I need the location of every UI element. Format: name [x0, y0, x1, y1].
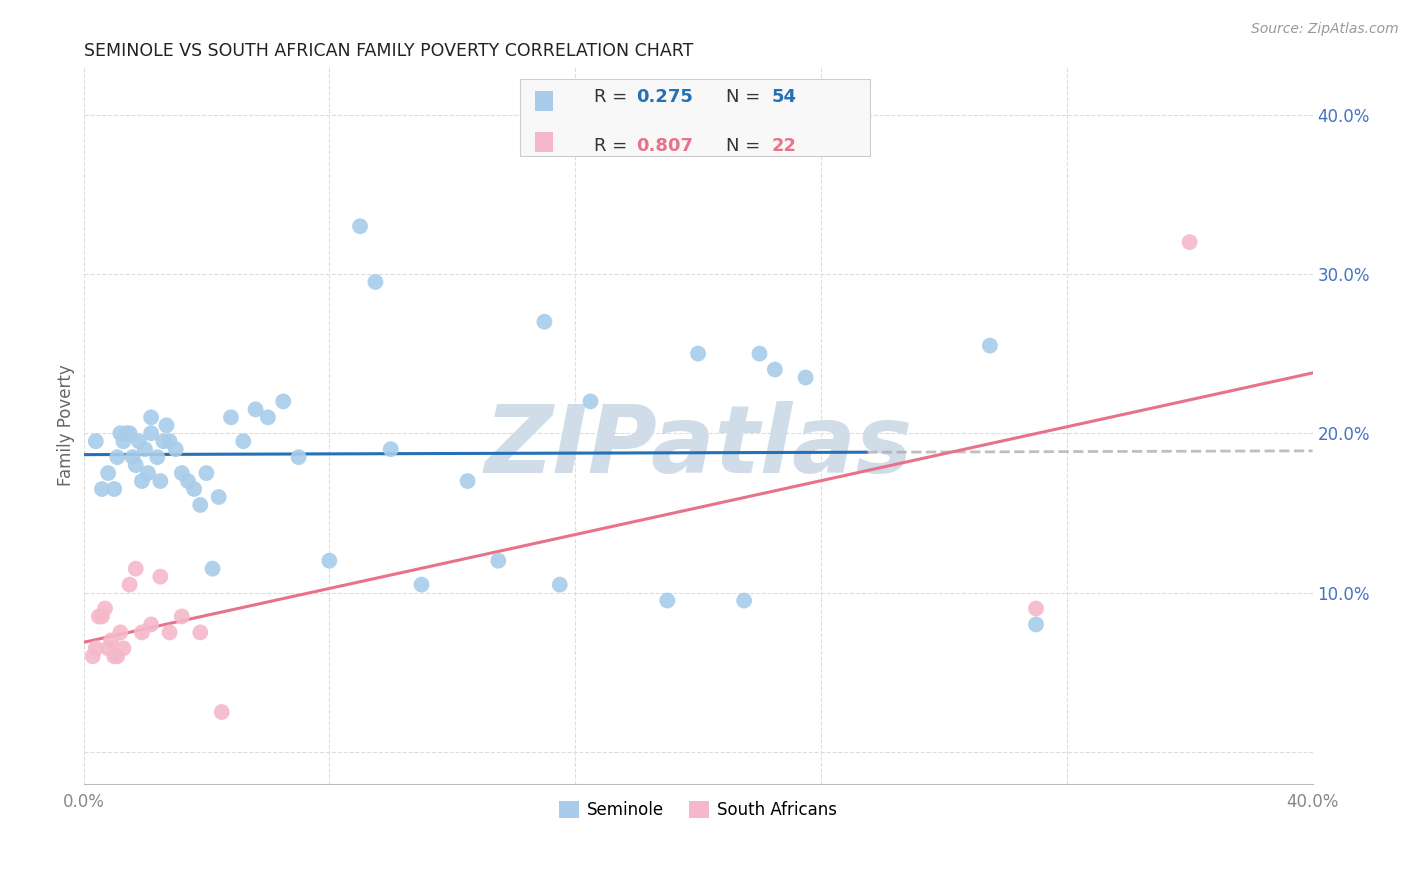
Point: [1178, 235, 1201, 249]
Point: [118, 577, 141, 591]
Text: SEMINOLE VS SOUTH AFRICAN FAMILY POVERTY CORRELATION CHART: SEMINOLE VS SOUTH AFRICAN FAMILY POVERTY…: [83, 42, 693, 60]
Point: [84, 434, 107, 449]
Point: [177, 474, 200, 488]
Point: [112, 434, 135, 449]
Point: [131, 474, 153, 488]
Point: [208, 490, 231, 504]
Point: [121, 450, 143, 465]
Point: [211, 705, 233, 719]
Point: [748, 346, 770, 360]
Point: [91, 482, 114, 496]
Point: [152, 434, 174, 449]
Point: [763, 362, 786, 376]
Point: [87, 609, 110, 624]
Point: [110, 625, 132, 640]
Point: [579, 394, 602, 409]
Point: [115, 426, 138, 441]
Point: [125, 562, 148, 576]
Point: [232, 434, 254, 449]
Point: [105, 649, 128, 664]
Point: [149, 569, 172, 583]
Point: [657, 593, 679, 607]
Text: 0.807: 0.807: [637, 136, 693, 154]
Point: [110, 426, 132, 441]
Point: [457, 474, 479, 488]
Point: [287, 450, 309, 465]
Point: [103, 649, 125, 664]
Point: [733, 593, 755, 607]
Point: [195, 466, 218, 480]
FancyBboxPatch shape: [534, 90, 554, 111]
Point: [131, 625, 153, 640]
Point: [103, 482, 125, 496]
Point: [159, 625, 181, 640]
Point: [94, 601, 117, 615]
Point: [128, 434, 150, 449]
Point: [201, 562, 224, 576]
Point: [219, 410, 242, 425]
Text: ZIPatlas: ZIPatlas: [484, 401, 912, 492]
Point: [411, 577, 433, 591]
Point: [188, 498, 211, 512]
Point: [84, 641, 107, 656]
Point: [125, 458, 148, 472]
Point: [139, 426, 162, 441]
Text: R =: R =: [593, 136, 633, 154]
Text: N =: N =: [727, 136, 766, 154]
Point: [155, 418, 177, 433]
Point: [271, 394, 294, 409]
FancyBboxPatch shape: [534, 132, 554, 153]
Text: N =: N =: [727, 88, 766, 106]
Point: [533, 315, 555, 329]
Point: [118, 426, 141, 441]
Text: R =: R =: [593, 88, 633, 106]
Point: [139, 617, 162, 632]
FancyBboxPatch shape: [520, 79, 870, 156]
Point: [82, 649, 104, 664]
Text: 22: 22: [772, 136, 797, 154]
Point: [686, 346, 709, 360]
Point: [979, 339, 1001, 353]
Point: [1025, 601, 1047, 615]
Point: [97, 466, 120, 480]
Point: [165, 442, 187, 457]
Point: [134, 442, 156, 457]
Point: [149, 474, 172, 488]
Point: [1025, 617, 1047, 632]
Point: [159, 434, 181, 449]
Point: [91, 609, 114, 624]
Text: Source: ZipAtlas.com: Source: ZipAtlas.com: [1251, 22, 1399, 37]
Point: [170, 609, 193, 624]
Legend: Seminole, South Africans: Seminole, South Africans: [553, 794, 844, 826]
Point: [97, 641, 120, 656]
Point: [136, 466, 159, 480]
Point: [349, 219, 371, 234]
Text: 0.275: 0.275: [637, 88, 693, 106]
Point: [105, 450, 128, 465]
Point: [257, 410, 280, 425]
Point: [245, 402, 267, 417]
Point: [318, 554, 340, 568]
Point: [139, 410, 162, 425]
Point: [183, 482, 205, 496]
Point: [794, 370, 817, 384]
Point: [486, 554, 509, 568]
Y-axis label: Family Poverty: Family Poverty: [58, 365, 75, 486]
Point: [170, 466, 193, 480]
Point: [548, 577, 571, 591]
Point: [112, 641, 135, 656]
Point: [188, 625, 211, 640]
Point: [100, 633, 122, 648]
Text: 54: 54: [772, 88, 797, 106]
Point: [364, 275, 387, 289]
Point: [380, 442, 402, 457]
Point: [146, 450, 169, 465]
